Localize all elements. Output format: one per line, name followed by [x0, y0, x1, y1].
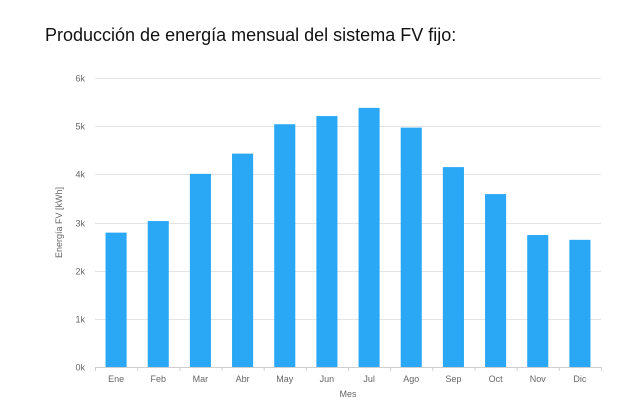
x-tick-label-ene: Ene	[108, 374, 124, 384]
bar-abr	[232, 153, 254, 367]
x-tick-label-nov: Nov	[530, 374, 547, 384]
y-tick-label: 5k	[75, 122, 85, 132]
bar-jun	[316, 116, 338, 367]
bar-may	[274, 124, 296, 368]
x-tick-label-feb: Feb	[150, 374, 166, 384]
bar-sep	[442, 167, 464, 367]
y-tick-label: 2k	[75, 267, 85, 277]
x-tick-label-abr: Abr	[236, 374, 250, 384]
x-tick-label-dic: Dic	[573, 374, 586, 384]
y-tick-label: 0k	[75, 363, 85, 373]
bar-ago	[400, 127, 422, 367]
y-axis-title: Energía FV [kWh]	[54, 187, 64, 258]
bar-dic	[569, 239, 591, 367]
x-tick-label-jun: Jun	[320, 374, 335, 384]
x-tick-label-jul: Jul	[363, 374, 375, 384]
x-tick-label-oct: Oct	[489, 374, 504, 384]
bars	[105, 107, 591, 368]
bar-mar	[189, 173, 211, 367]
y-tick-label: 3k	[75, 219, 85, 229]
y-tick-label: 4k	[75, 170, 85, 180]
y-axis-ticks: 0k 1k 2k 3k 4k 5k 6k	[75, 74, 85, 373]
y-tick-label: 1k	[75, 315, 85, 325]
bar-jul	[358, 107, 380, 367]
chart-title: Producción de energía mensual del sistem…	[45, 25, 457, 45]
x-tick-label-sep: Sep	[445, 374, 461, 384]
x-axis-title: Mes	[339, 389, 357, 399]
gridlines	[95, 78, 601, 368]
bar-nov	[527, 235, 549, 367]
bar-oct	[485, 194, 507, 367]
x-tick-label-may: May	[276, 374, 294, 384]
bar-feb	[147, 221, 169, 367]
y-tick-label: 6k	[75, 74, 85, 84]
x-tick-label-ago: Ago	[403, 374, 419, 384]
bar-ene	[105, 232, 127, 367]
x-axis-ticks: Ene Feb Mar Abr May Jun Jul Ago Sep Oct Nov Dic	[95, 367, 602, 384]
x-tick-label-mar: Mar	[193, 374, 209, 384]
